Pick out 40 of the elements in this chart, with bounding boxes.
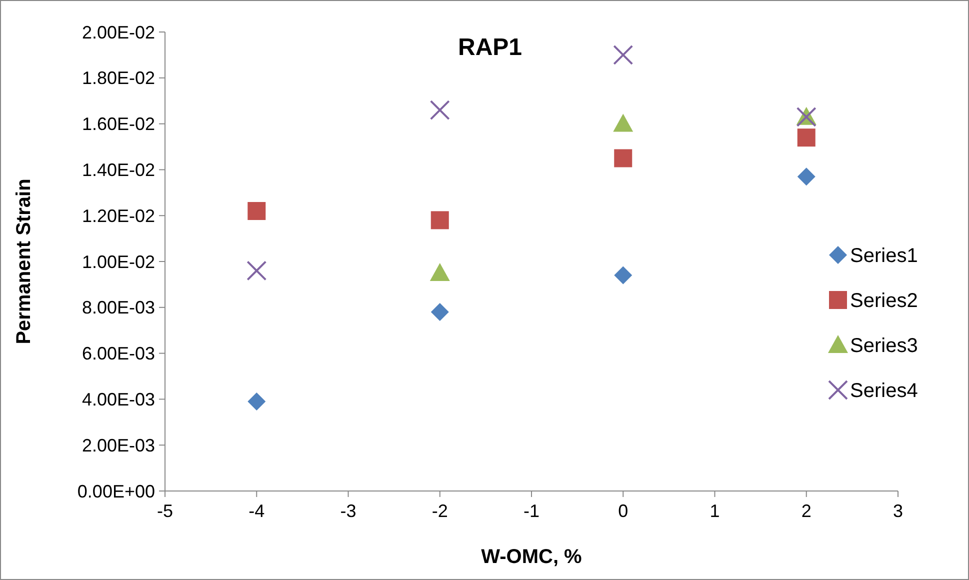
point — [430, 100, 450, 120]
x-tick-label: 1 — [710, 501, 720, 521]
y-tick-label: 1.60E-02 — [82, 114, 155, 134]
y-tick-label: 2.00E-03 — [82, 435, 155, 456]
y-tick-label: 1.80E-02 — [82, 68, 155, 88]
y-tick-label: 1.40E-02 — [82, 160, 155, 180]
point — [614, 266, 632, 284]
y-tick-label: 1.20E-02 — [82, 206, 155, 226]
y-tick-label: 6.00E-03 — [82, 344, 155, 364]
point — [246, 260, 267, 281]
legend-label: Series1 — [850, 245, 918, 267]
point — [797, 128, 816, 147]
point — [248, 202, 266, 220]
point — [614, 149, 632, 168]
point — [430, 211, 449, 230]
y-tick-label: 8.00E-03 — [82, 298, 155, 318]
chart-title: RAP1 — [458, 34, 522, 61]
x-tick-label: 3 — [892, 501, 904, 521]
legend-label: Series4 — [850, 380, 918, 402]
point — [797, 168, 816, 186]
x-tick-label: -3 — [340, 501, 356, 521]
y-tick-label: 2.00E-02 — [82, 22, 155, 42]
y-tick-label: 1.00E-02 — [82, 252, 155, 272]
point — [613, 44, 634, 65]
x-axis-title: W-OMC, % — [481, 546, 582, 568]
point — [613, 114, 634, 132]
legend-label: Series3 — [850, 335, 918, 357]
legend-label: Series2 — [850, 290, 918, 312]
point — [430, 262, 450, 281]
x-tick-label: -5 — [156, 501, 174, 521]
y-tick-label: 0.00E+00 — [77, 481, 155, 502]
x-tick-label: -4 — [248, 501, 265, 521]
x-tick-label: -1 — [523, 501, 540, 521]
x-tick-label: 0 — [618, 501, 628, 521]
x-tick-label: 2 — [801, 501, 812, 521]
y-axis-title: Permanent Strain — [13, 178, 35, 344]
point — [248, 392, 266, 410]
x-tick-label: -2 — [432, 501, 448, 521]
y-tick-label: 4.00E-03 — [82, 390, 155, 410]
point — [430, 302, 449, 321]
